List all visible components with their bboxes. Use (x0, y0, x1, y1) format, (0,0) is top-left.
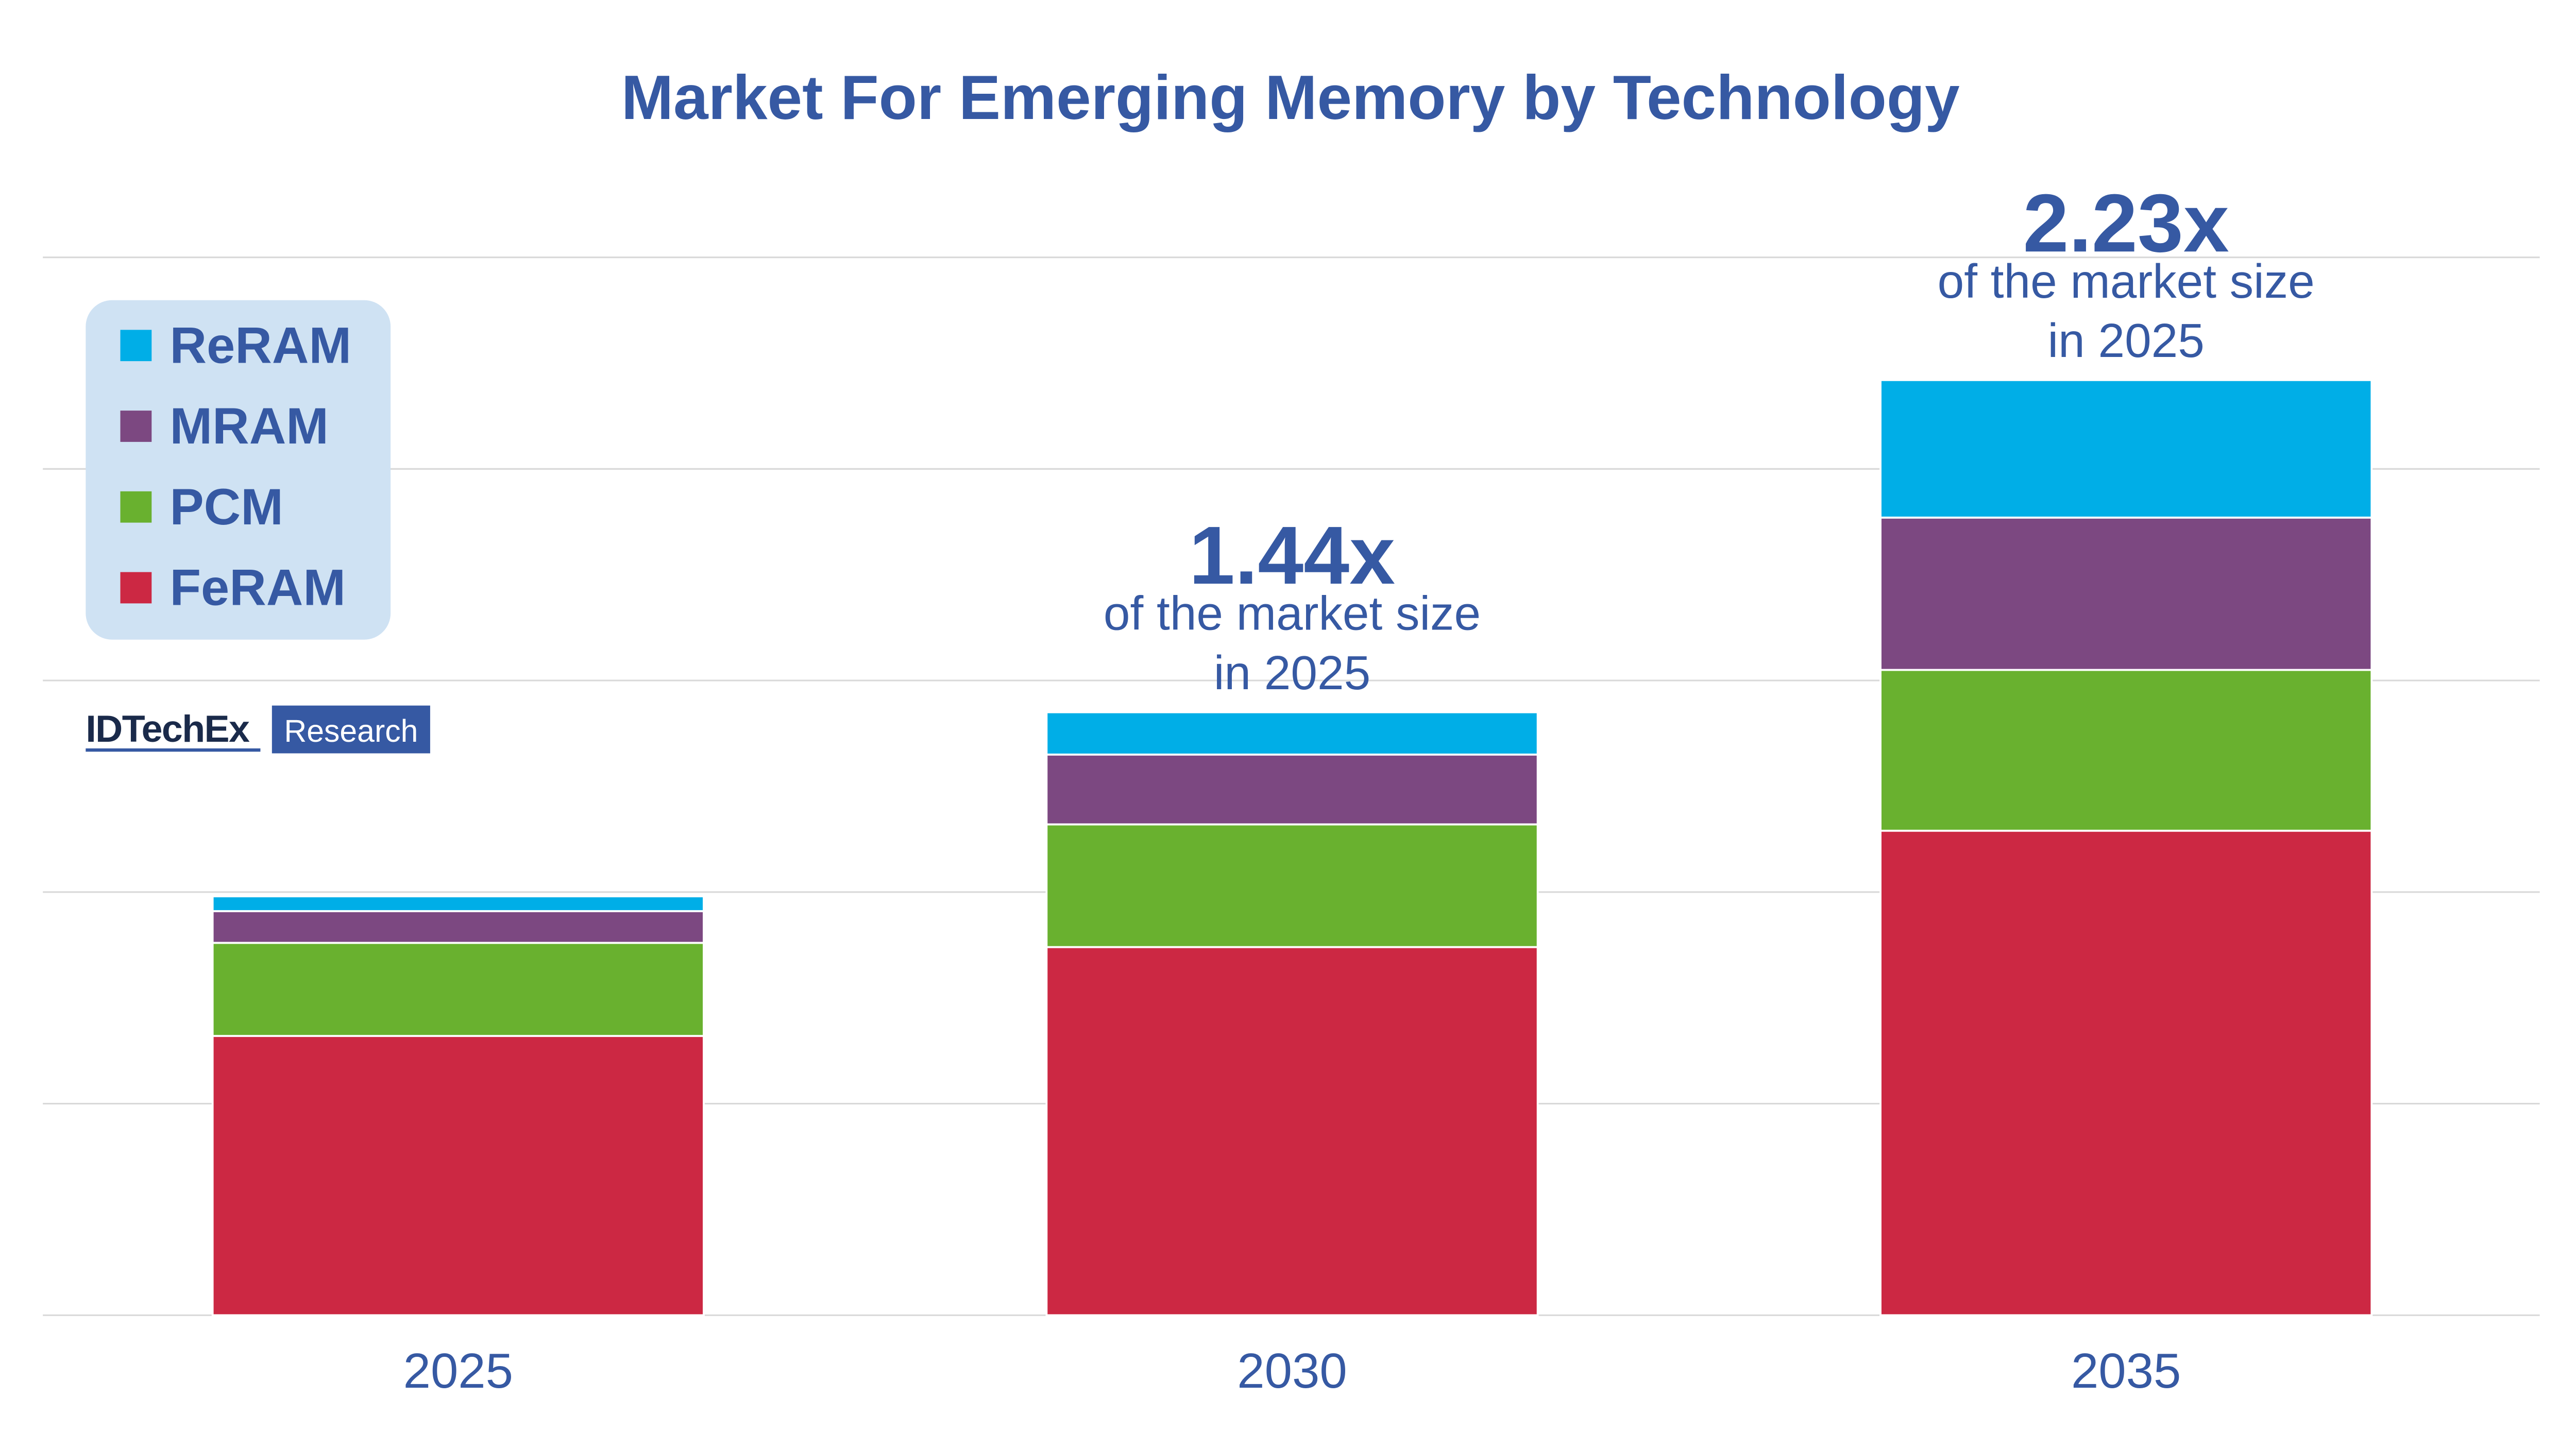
bar-feram-2025 (211, 1035, 705, 1317)
bar-mram-2025 (211, 910, 705, 944)
x-tick-labels: 2025 2030 2035 (403, 1343, 2181, 1399)
annotation-line2-2035: in 2025 (2048, 314, 2205, 367)
legend: ReRAM MRAM PCM FeRAM (86, 300, 391, 640)
bar-feram-2030 (1045, 946, 1539, 1317)
annotation-multiplier-2035: 2.23x (2023, 177, 2229, 269)
bar-reram-2025 (211, 895, 705, 912)
x-tick-2035: 2035 (2071, 1343, 2181, 1399)
bars (211, 379, 2373, 1317)
logo-name: IDTechEx (86, 707, 250, 750)
legend-label-feram: FeRAM (170, 559, 346, 617)
bar-pcm-2035 (1879, 669, 2373, 832)
bar-mram-2035 (1879, 516, 2373, 671)
x-tick-2025: 2025 (403, 1343, 513, 1399)
chart-title: Market For Emerging Memory by Technology (621, 62, 1960, 132)
x-tick-2030: 2030 (1237, 1343, 1347, 1399)
legend-swatch-feram (120, 572, 152, 604)
legend-label-reram: ReRAM (170, 317, 351, 374)
annotation-line1-2035: of the market size (1938, 254, 2315, 308)
annotation-multiplier-2030: 1.44x (1189, 509, 1395, 601)
annotation-line2-2030: in 2025 (1214, 646, 1370, 700)
bar-pcm-2030 (1045, 823, 1539, 948)
legend-label-mram: MRAM (170, 398, 328, 455)
legend-background (86, 300, 391, 640)
bar-reram-2035 (1879, 379, 2373, 519)
legend-label-pcm: PCM (170, 479, 283, 536)
legend-swatch-reram (120, 330, 152, 362)
annotation-line1-2030: of the market size (1104, 587, 1481, 640)
bar-reram-2030 (1045, 711, 1539, 756)
logo-tag: Research (284, 713, 418, 748)
idtechex-logo: IDTechEx Research (86, 705, 430, 754)
bar-pcm-2025 (211, 942, 705, 1037)
bar-feram-2035 (1879, 829, 2373, 1317)
bar-mram-2030 (1045, 753, 1539, 826)
legend-swatch-mram (120, 411, 152, 442)
legend-swatch-pcm (120, 491, 152, 523)
